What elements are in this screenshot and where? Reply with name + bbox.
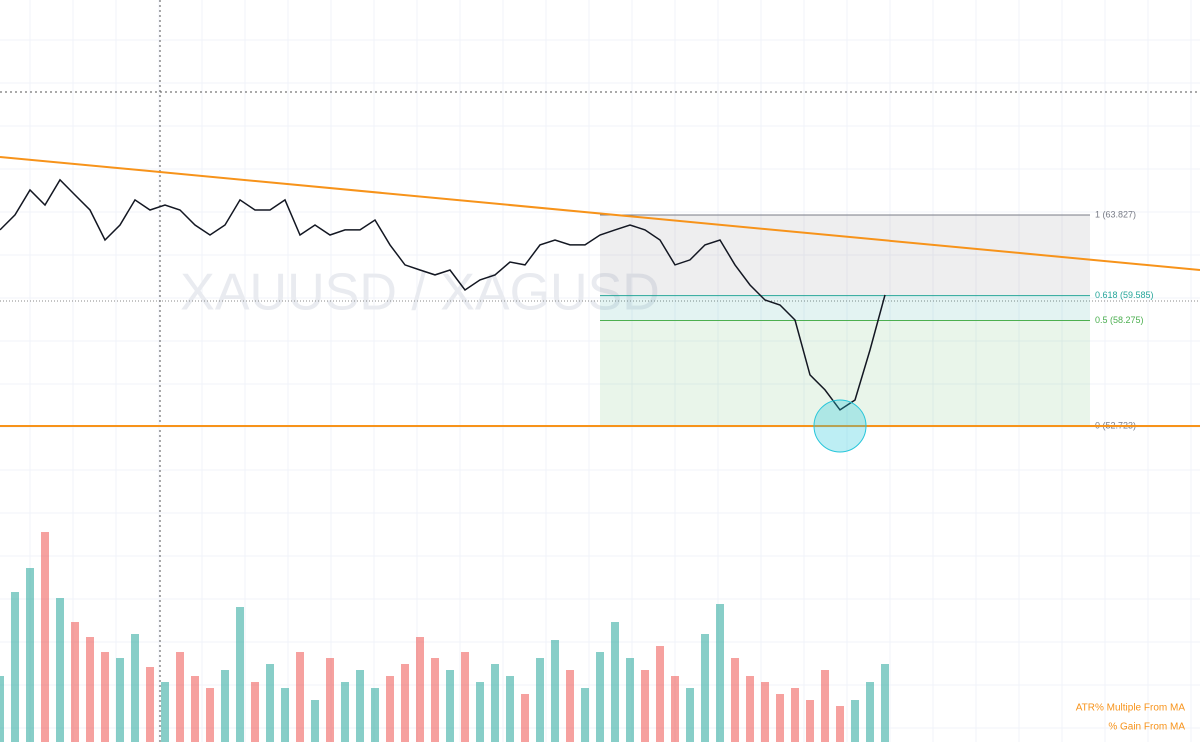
volume-bar bbox=[551, 640, 559, 742]
trendline bbox=[0, 155, 1200, 272]
volume-bar bbox=[116, 658, 124, 742]
volume-bar bbox=[521, 694, 529, 742]
volume-bar bbox=[806, 700, 814, 742]
volume-bar bbox=[776, 694, 784, 742]
volume-bar bbox=[866, 682, 874, 742]
volume-bar bbox=[731, 658, 739, 742]
volume-bar bbox=[311, 700, 319, 742]
volume-bar bbox=[401, 664, 409, 742]
price-line bbox=[0, 178, 886, 411]
volume-bar bbox=[266, 664, 274, 742]
volume-bar bbox=[476, 682, 484, 742]
volume-bar bbox=[191, 676, 199, 742]
volume-bar bbox=[746, 676, 754, 742]
volume-bar bbox=[341, 682, 349, 742]
volume-bar bbox=[326, 658, 334, 742]
fib-label: 0.5 (58.275) bbox=[1095, 315, 1144, 325]
volume-bar bbox=[701, 634, 709, 742]
volume-bar bbox=[281, 688, 289, 742]
volume-bar bbox=[686, 688, 694, 742]
volume-bar bbox=[41, 532, 49, 742]
volume-bar bbox=[416, 637, 424, 742]
volume-bar bbox=[11, 592, 19, 742]
volume-bar bbox=[656, 646, 664, 742]
volume-bar bbox=[791, 688, 799, 742]
volume-bar bbox=[26, 568, 34, 742]
volume-bar bbox=[641, 670, 649, 742]
volume-bar bbox=[626, 658, 634, 742]
volume-bar bbox=[851, 700, 859, 742]
volume-bar bbox=[506, 676, 514, 742]
volume-bar bbox=[836, 706, 844, 742]
volume-bar bbox=[761, 682, 769, 742]
volume-bar bbox=[56, 598, 64, 742]
volume-bar bbox=[0, 676, 4, 742]
volume-bar bbox=[386, 676, 394, 742]
volume-bar bbox=[161, 682, 169, 742]
volume-bar bbox=[881, 664, 889, 742]
watermark: XAUUSD / XAGUSD bbox=[180, 264, 660, 322]
indicator-label: % Gain From MA bbox=[1108, 722, 1185, 733]
volume-bar bbox=[296, 652, 304, 742]
fib-label: 1 (63.827) bbox=[1095, 209, 1136, 219]
fib-zone bbox=[600, 295, 1090, 321]
fib-label: 0.618 (59.585) bbox=[1095, 290, 1154, 300]
volume-bar bbox=[206, 688, 214, 742]
volume-bar bbox=[611, 622, 619, 742]
volume-bar bbox=[671, 676, 679, 742]
volume-bar bbox=[536, 658, 544, 742]
fib-zone bbox=[600, 320, 1090, 426]
volume-bar bbox=[356, 670, 364, 742]
fib-zone bbox=[600, 214, 1090, 296]
volume-bar bbox=[581, 688, 589, 742]
volume-bar bbox=[566, 670, 574, 742]
volume-bar bbox=[101, 652, 109, 742]
volume-bar bbox=[446, 670, 454, 742]
volume-bar bbox=[371, 688, 379, 742]
volume-bar bbox=[431, 658, 439, 742]
volume-bar bbox=[461, 652, 469, 742]
volume-bar bbox=[236, 607, 244, 742]
volume-bar bbox=[146, 667, 154, 742]
volume-bar bbox=[71, 622, 79, 742]
volume-bar bbox=[491, 664, 499, 742]
volume-bar bbox=[821, 670, 829, 742]
volume-bar bbox=[716, 604, 724, 742]
volume-bar bbox=[221, 670, 229, 742]
indicator-label: ATR% Multiple From MA bbox=[1076, 703, 1186, 714]
volume-bar bbox=[596, 652, 604, 742]
volume-bar bbox=[86, 637, 94, 742]
highlight-circle bbox=[813, 399, 867, 453]
volume-bar bbox=[251, 682, 259, 742]
volume-bar bbox=[131, 634, 139, 742]
volume-bar bbox=[176, 652, 184, 742]
